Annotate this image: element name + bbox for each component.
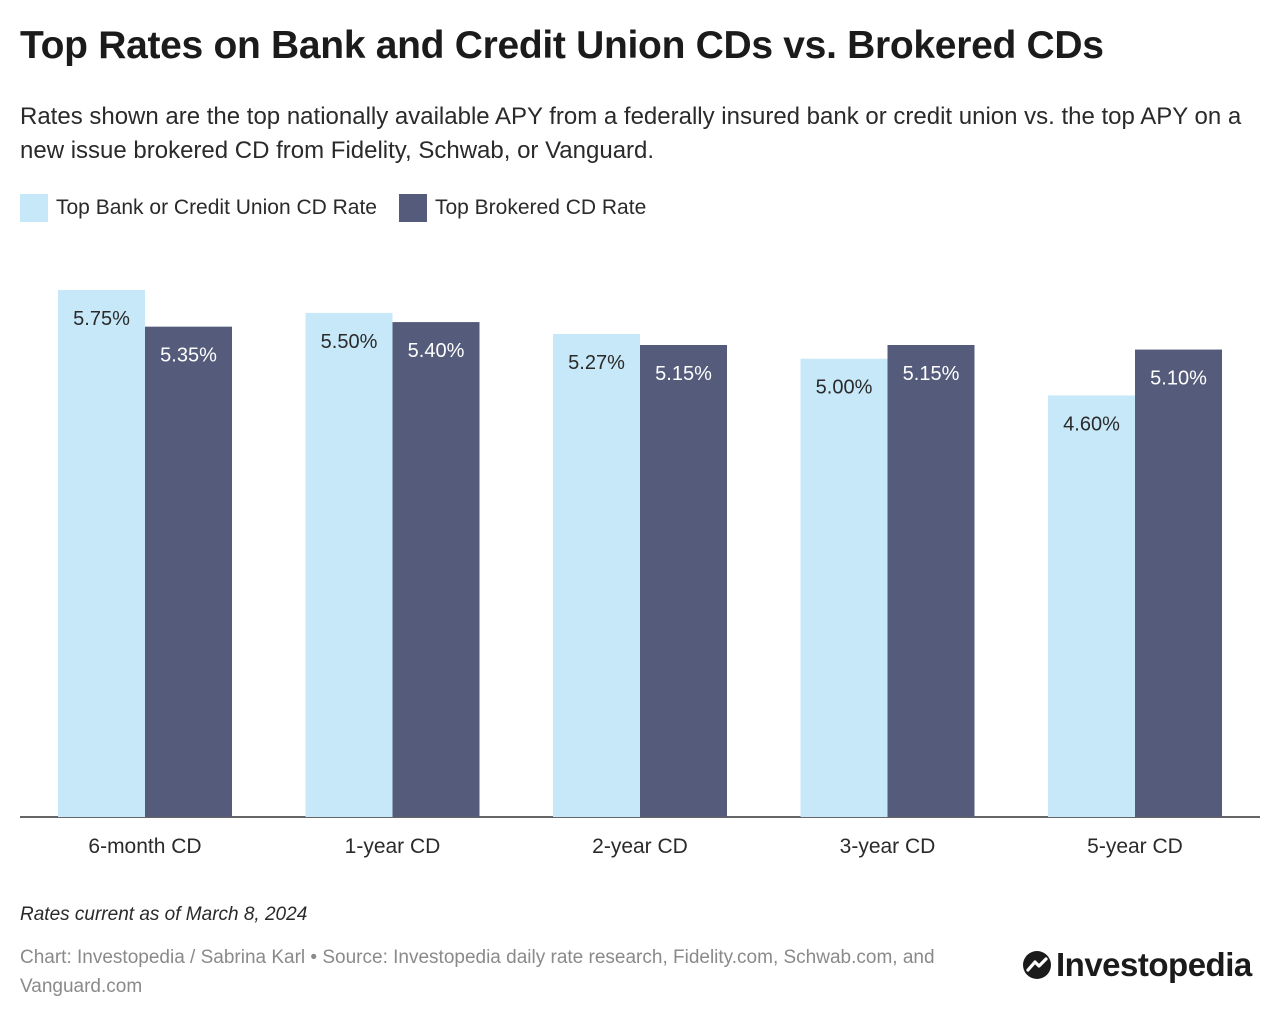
data-label-brokered-0: 5.35% xyxy=(160,345,217,367)
chart-subtitle: Rates shown are the top nationally avail… xyxy=(20,103,1242,164)
bar-bank-0 xyxy=(58,290,145,817)
bar-bank-1 xyxy=(305,312,393,817)
data-label-brokered-3: 5.15% xyxy=(903,363,960,385)
bar-brokered-1 xyxy=(392,322,480,817)
bar-brokered-2 xyxy=(640,344,727,817)
legend-item-bank: Top Bank or Credit Union CD Rate xyxy=(20,194,377,222)
bar-brokered-3 xyxy=(887,344,975,817)
data-label-brokered-2: 5.15% xyxy=(655,363,712,385)
x-tick-label-0: 6-month CD xyxy=(88,835,201,858)
bar-brokered-4 xyxy=(1135,349,1222,817)
bar-bank-3 xyxy=(800,358,888,817)
x-tick-label-3: 3-year CD xyxy=(840,835,936,858)
legend-item-brokered: Top Brokered CD Rate xyxy=(398,194,647,222)
legend-label-brokered: Top Brokered CD Rate xyxy=(434,196,647,219)
investopedia-logo-icon xyxy=(1023,951,1051,979)
data-label-bank-4: 4.60% xyxy=(1063,413,1120,435)
x-tick-label-4: 5-year CD xyxy=(1087,835,1183,858)
data-label-bank-2: 5.27% xyxy=(568,352,625,374)
chart-title: Top Rates on Bank and Credit Union CDs v… xyxy=(20,24,1104,67)
data-label-brokered-4: 5.10% xyxy=(1150,368,1207,390)
legend-label-bank: Top Bank or Credit Union CD Rate xyxy=(56,196,377,219)
legend-swatch-brokered xyxy=(398,194,427,222)
bar-bank-2 xyxy=(553,333,640,817)
investopedia-logo: Investopedia xyxy=(1022,946,1252,984)
data-label-bank-1: 5.50% xyxy=(321,331,378,353)
legend-swatch-bank xyxy=(20,194,48,222)
data-label-bank-3: 5.00% xyxy=(816,377,873,399)
logo-text: Investopedia xyxy=(1056,946,1252,983)
bar-brokered-0 xyxy=(145,326,232,817)
x-tick-label-1: 1-year CD xyxy=(345,835,441,858)
chart-legend: Top Bank or Credit Union CD Rate Top Bro… xyxy=(20,194,668,222)
bar-chart: 5.75% 5.35% 6-month CD 5.50% 5.40% 1-year CD 5… xyxy=(20,290,1260,858)
bar-bank-4 xyxy=(1048,395,1135,817)
rates-date-note: Rates current as of March 8, 2024 xyxy=(20,904,308,925)
data-label-brokered-1: 5.40% xyxy=(408,340,465,362)
x-tick-label-2: 2-year CD xyxy=(592,835,688,858)
data-label-bank-0: 5.75% xyxy=(73,308,130,330)
source-credit: Chart: Investopedia / Sabrina Karl • Sou… xyxy=(20,947,935,997)
